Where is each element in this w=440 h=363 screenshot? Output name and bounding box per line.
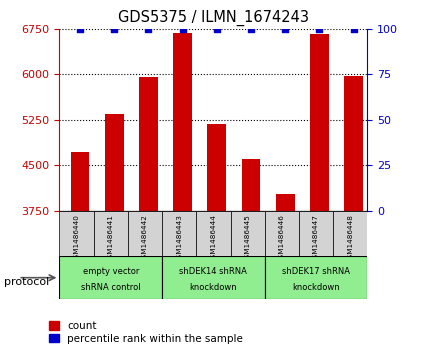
Point (316, 26, 323, 32)
Text: GSM1486442: GSM1486442 (142, 214, 148, 263)
Text: GSM1486446: GSM1486446 (279, 214, 285, 263)
Text: empty vector: empty vector (83, 267, 139, 276)
Text: knockdown: knockdown (292, 283, 340, 292)
Text: GSM1486448: GSM1486448 (347, 214, 353, 263)
Bar (173, 33, 192, 211)
Text: shDEK14 shRNA: shDEK14 shRNA (180, 267, 247, 276)
Text: knockdown: knockdown (190, 283, 237, 292)
Bar (265, 256, 367, 299)
Title: GDS5375 / ILMN_1674243: GDS5375 / ILMN_1674243 (118, 10, 309, 26)
Text: GSM1486443: GSM1486443 (176, 214, 182, 263)
Bar (70, 152, 89, 211)
Text: GSM1486440: GSM1486440 (73, 214, 80, 263)
Point (179, 26, 186, 32)
Bar (162, 256, 265, 299)
Bar (276, 193, 295, 211)
Bar (265, 211, 299, 256)
Bar (59, 211, 94, 256)
Bar (231, 211, 265, 256)
Bar (162, 211, 196, 256)
Bar (105, 114, 124, 211)
Text: GSM1486441: GSM1486441 (108, 214, 114, 263)
Point (145, 26, 152, 32)
Point (110, 26, 117, 32)
Bar (94, 211, 128, 256)
Text: protocol: protocol (4, 277, 50, 287)
Bar (128, 211, 162, 256)
Bar (242, 159, 260, 211)
Point (213, 26, 220, 32)
Text: shRNA control: shRNA control (81, 283, 140, 292)
Bar (333, 211, 367, 256)
Bar (196, 211, 231, 256)
Bar (299, 211, 333, 256)
Legend: count, percentile rank within the sample: count, percentile rank within the sample (49, 321, 243, 344)
Text: GSM1486447: GSM1486447 (313, 214, 319, 263)
Text: GSM1486444: GSM1486444 (210, 214, 216, 263)
Bar (310, 34, 329, 211)
Bar (59, 256, 162, 299)
Bar (344, 76, 363, 211)
Text: GSM1486445: GSM1486445 (245, 214, 251, 263)
Point (282, 26, 289, 32)
Bar (139, 77, 158, 211)
Text: shDEK17 shRNA: shDEK17 shRNA (282, 267, 350, 276)
Bar (207, 124, 226, 211)
Point (77, 26, 84, 32)
Point (350, 26, 357, 32)
Point (248, 26, 255, 32)
